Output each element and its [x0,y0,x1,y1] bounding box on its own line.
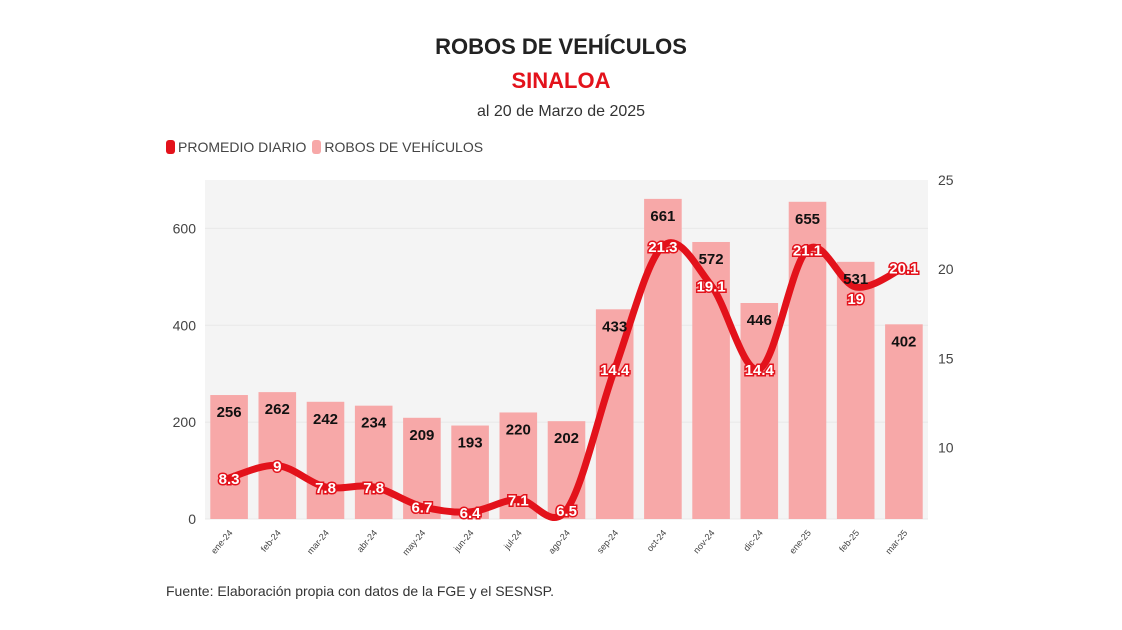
legend-item-bar: ROBOS DE VEHÍCULOS [312,139,483,155]
x-tick-label: jun-24 [451,528,475,554]
line-value-label: 8.3 [219,471,240,488]
line-value-label: 6.5 [556,503,577,520]
legend-item-line: PROMEDIO DIARIO [166,139,306,155]
line-value-label: 6.4 [460,505,482,522]
x-tick-label: oct-24 [645,528,669,554]
line-value-label: 21.1 [793,243,822,260]
line-value-label: 14.4 [600,362,630,379]
right-tick-label: 15 [938,350,954,366]
bar-value-label: 655 [795,211,820,228]
legend-swatch-line [166,140,175,154]
bar [354,405,393,519]
chart-title: ROBOS DE VEHÍCULOS [435,34,687,59]
bar-value-label: 402 [891,333,916,350]
legend-label-bar: ROBOS DE VEHÍCULOS [324,139,484,155]
bar-value-label: 433 [602,318,627,335]
left-tick-label: 600 [173,220,197,236]
line-value-label: 19.1 [696,278,725,295]
bar-value-label: 193 [458,435,483,452]
bar-value-label: 202 [554,430,579,447]
line-value-label: 7.8 [315,480,336,497]
x-tick-label: ene-24 [209,528,235,556]
legend: PROMEDIO DIARIO ROBOS DE VEHÍCULOS [166,139,483,155]
bar [836,261,875,519]
line-value-label: 14.4 [745,362,775,379]
bar-value-label: 262 [265,401,290,418]
x-tick-label: feb-25 [837,528,861,554]
line-promedio-diario [225,239,908,521]
bar [258,392,297,519]
x-tick-label: dic-24 [741,528,764,553]
line-value-label: 7.1 [508,492,529,509]
right-tick-label: 10 [938,440,954,456]
bar-value-label: 209 [409,427,434,444]
x-tick-label: jul-24 [501,528,523,552]
x-tick-label: mar-25 [883,528,909,556]
x-tick-label: abr-24 [355,528,379,554]
bar [451,425,489,519]
right-tick-label: 20 [938,261,954,277]
chart-subtitle: SINALOA [511,68,611,93]
line-value-label: 9 [273,458,281,475]
bar-value-label: 531 [843,271,868,288]
bar-value-label: 446 [747,312,772,329]
bar-value-label: 661 [650,208,675,225]
bar [644,198,682,519]
line-value-label: 19 [847,291,864,308]
x-tick-label: nov-24 [691,528,716,556]
x-tick-label: may-24 [400,528,427,557]
left-tick-label: 0 [188,511,196,527]
bar [210,395,248,519]
legend-label-line: PROMEDIO DIARIO [178,139,307,155]
bar [306,401,345,519]
line-value-label: 6.7 [411,500,432,517]
bar-value-label: 572 [699,251,724,268]
legend-swatch-bar [312,140,322,154]
bar-value-label: 234 [361,415,387,432]
bar-value-label: 256 [217,404,242,421]
x-tick-label: ago-24 [546,528,572,556]
right-tick-label: 25 [938,172,954,188]
line-value-label: 7.8 [363,480,384,497]
x-tick-label: mar-24 [305,528,331,556]
left-tick-label: 400 [173,317,197,333]
x-tick-label: ene-25 [787,528,813,556]
chart-date: al 20 de Marzo de 2025 [476,103,646,120]
bar-value-label: 242 [313,411,338,428]
line-value-label: 21.3 [648,239,677,256]
bar-value-label: 220 [506,421,531,438]
bar [885,324,923,519]
bar [740,303,779,519]
bar [547,421,586,519]
x-tick-label: sep-24 [595,528,620,556]
left-tick-label: 200 [173,414,197,430]
line-value-label: 20.1 [889,260,918,277]
source-note: Fuente: Elaboración propia con datos de … [166,583,555,599]
x-tick-label: feb-24 [259,528,283,554]
